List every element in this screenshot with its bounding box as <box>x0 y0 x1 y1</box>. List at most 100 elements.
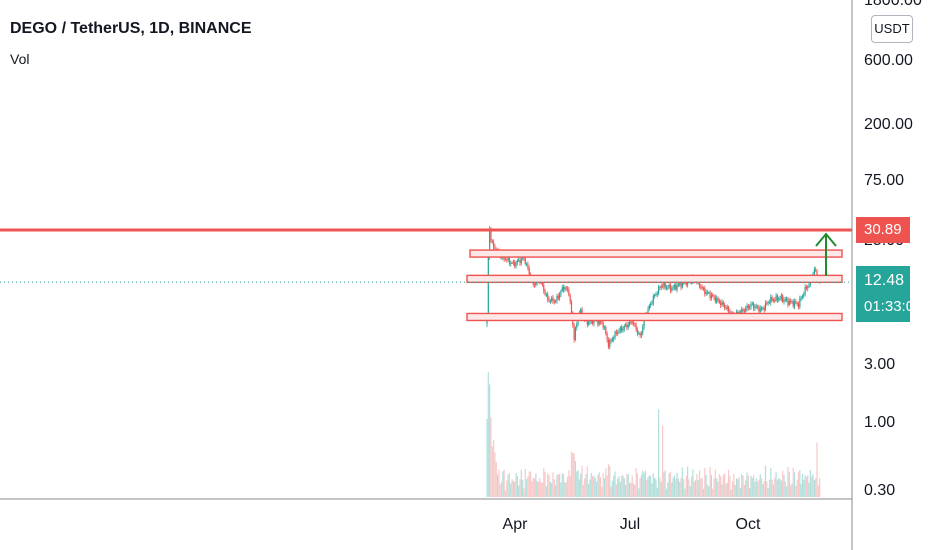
volume-bar <box>506 480 508 497</box>
volume-bar <box>661 425 664 497</box>
volume-bar <box>809 470 811 497</box>
candle-body <box>720 302 722 306</box>
volume-bars <box>486 372 821 497</box>
candle-body <box>507 257 509 260</box>
volume-bar <box>574 461 577 497</box>
volume-bar <box>566 476 569 497</box>
candle-body <box>712 294 714 296</box>
candle-body <box>701 287 703 289</box>
candle-body <box>795 301 797 304</box>
volume-bar <box>808 482 810 497</box>
volume-bar <box>623 478 625 497</box>
candle-body <box>556 296 558 301</box>
volume-bar <box>581 465 583 497</box>
horizontal-level-zone[interactable] <box>466 312 843 322</box>
volume-bar <box>741 474 743 497</box>
candle-body <box>533 284 536 286</box>
candle-body <box>552 297 554 302</box>
candle-body <box>628 321 631 325</box>
volume-bar <box>684 488 686 497</box>
candle-body <box>816 270 818 279</box>
volume-bar <box>681 467 683 497</box>
candle-body <box>676 284 678 290</box>
candle-body <box>614 331 616 338</box>
volume-bar <box>691 476 693 497</box>
horizontal-level-zone[interactable] <box>469 249 843 258</box>
candle-body <box>704 287 706 295</box>
volume-bar <box>627 474 629 497</box>
volume-bar <box>553 479 555 497</box>
candle-body <box>753 303 755 309</box>
volume-bar <box>726 482 728 497</box>
volume-bar <box>494 452 496 497</box>
candle-body <box>796 303 798 305</box>
candle-body <box>643 319 645 327</box>
volume-bar <box>668 473 670 497</box>
candle-body <box>601 321 603 323</box>
volume-bar <box>489 384 491 497</box>
volume-bar <box>664 470 666 497</box>
volume-bar <box>768 479 771 497</box>
horizontal-level-zone[interactable] <box>466 274 843 284</box>
candle-body <box>557 296 559 299</box>
candle-body <box>541 281 544 286</box>
volume-bar <box>504 490 507 497</box>
volume-bar <box>493 439 495 497</box>
volume-bar <box>751 477 753 497</box>
volume-bar <box>652 473 654 497</box>
candle-body <box>544 290 546 295</box>
volume-bar <box>533 478 536 497</box>
candle-body <box>669 284 672 291</box>
volume-bar <box>721 484 723 497</box>
volume-bar <box>642 470 644 497</box>
candle-body <box>759 308 761 312</box>
symbol-title[interactable]: DEGO / TetherUS, 1D, BINANCE <box>10 20 252 37</box>
candle-body <box>638 333 640 335</box>
candle-body <box>522 257 524 259</box>
candle-body <box>713 295 715 298</box>
volume-bar <box>735 478 738 497</box>
candle-body <box>602 322 604 328</box>
time-tick: Apr <box>502 516 528 533</box>
volume-indicator-label[interactable]: Vol <box>10 51 30 67</box>
volume-bar <box>716 478 718 497</box>
volume-bar <box>805 477 808 497</box>
volume-bar <box>792 467 794 497</box>
volume-bar <box>565 481 567 497</box>
volume-bar <box>758 479 760 497</box>
candle-body <box>491 240 493 243</box>
candle-body <box>758 306 760 312</box>
volume-bar <box>746 472 748 497</box>
volume-bar <box>650 475 652 497</box>
currency-unit-button[interactable]: USDT <box>871 15 913 43</box>
volume-bar <box>762 484 764 497</box>
volume-bar <box>491 446 493 497</box>
candle-body <box>634 323 636 325</box>
volume-bar <box>543 468 545 497</box>
volume-bar <box>499 484 501 497</box>
volume-bar <box>717 481 719 497</box>
volume-bar <box>775 471 777 497</box>
candle-body <box>569 295 571 302</box>
candle-body <box>722 301 724 305</box>
candle-body <box>494 246 496 250</box>
candle-body <box>708 292 710 294</box>
candle-body <box>706 292 709 294</box>
candle-body <box>627 324 629 328</box>
candle-body <box>714 297 716 302</box>
volume-bar <box>793 472 796 497</box>
volume-bar <box>683 479 685 497</box>
candle-body <box>747 305 749 309</box>
candle-body <box>489 228 491 258</box>
volume-bar <box>626 473 628 497</box>
volume-bar <box>696 474 698 497</box>
volume-bar <box>545 486 547 497</box>
volume-bar <box>774 477 776 497</box>
volume-bar <box>745 480 747 497</box>
candle-body <box>570 301 573 314</box>
candle-body <box>709 292 711 299</box>
volume-bar <box>552 472 554 497</box>
candle-body <box>681 281 683 288</box>
volume-bar <box>801 473 804 497</box>
